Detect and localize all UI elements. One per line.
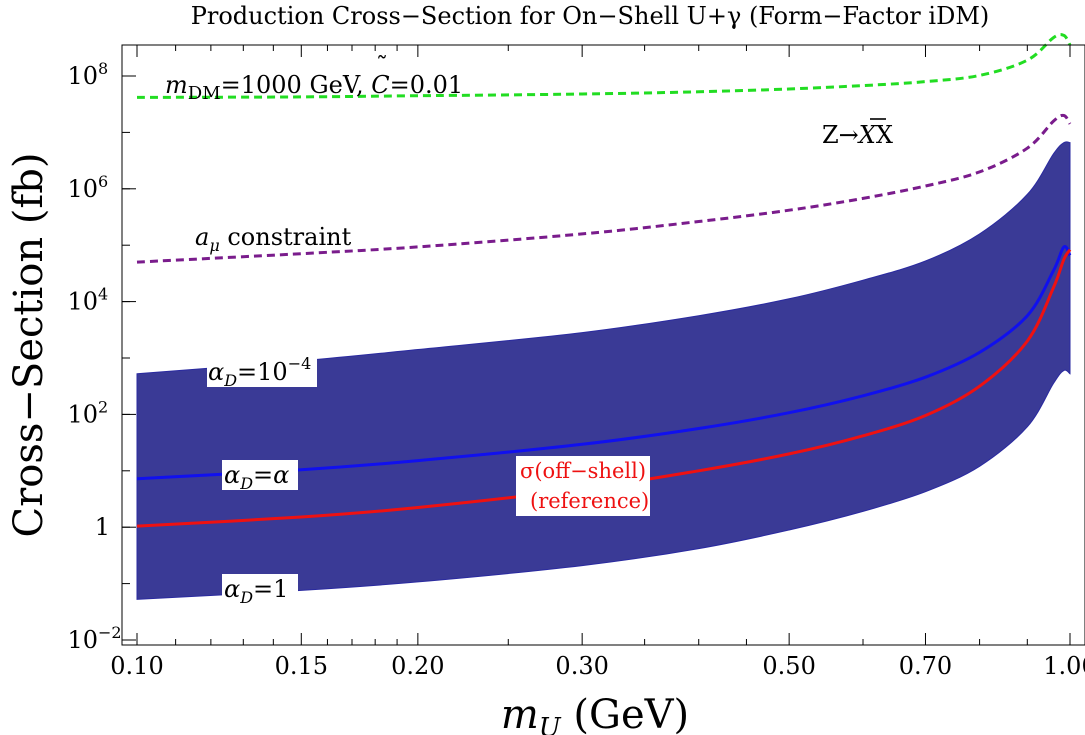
plot-frame <box>121 44 1085 646</box>
y-tick-exponent-4: 6 <box>98 172 108 191</box>
alpha-one-annotation: αD=1 <box>224 575 288 607</box>
plot-border <box>121 44 1085 646</box>
x-tick-label-5: 0.70 <box>899 652 952 680</box>
alpha-d-band <box>136 141 1071 600</box>
c-tilde-mark: ˜ <box>376 52 388 80</box>
x-axis-sub: U <box>539 713 562 735</box>
x-axis-unit: (GeV) <box>561 692 689 735</box>
x-tick-label-0: 0.10 <box>110 652 163 680</box>
series-line-3 <box>136 248 1072 528</box>
y-tick-label-5: 10 <box>67 62 98 90</box>
y-axis-title: Cross−Section (fb) <box>6 153 52 538</box>
alpha-min-label-box <box>207 357 317 387</box>
z-annotation: Z→XX <box>822 121 893 149</box>
y-tick-label-2: 10 <box>67 400 98 428</box>
series-line-2 <box>136 244 1072 481</box>
x-tick-label-4: 0.50 <box>762 652 815 680</box>
series-line-0 <box>136 32 1072 99</box>
series-layer <box>136 32 1072 528</box>
alpha-alpha-annotation: αD=α <box>224 461 289 493</box>
y-tick-exponent-5: 8 <box>98 59 108 78</box>
alpha-alpha-label-box <box>222 460 298 490</box>
y-tick-exponent-0: −2 <box>98 623 122 642</box>
x-tick-label-1: 0.15 <box>275 652 328 680</box>
y-tick-label-4: 10 <box>67 175 98 203</box>
y-tick-exponent-2: 2 <box>98 397 108 416</box>
x-axis-var: m <box>501 692 539 735</box>
series-line-1 <box>136 113 1072 264</box>
x-axis-title: mU (GeV) <box>501 692 689 735</box>
mass-annotation: mDM=1000 GeV, C=0.01 <box>165 71 463 104</box>
y-tick-label-0: 10 <box>67 626 98 654</box>
x-tick-label-3: 0.30 <box>555 652 608 680</box>
x-tick-label-2: 0.20 <box>391 652 444 680</box>
y-tick-label-3: 10 <box>67 288 98 316</box>
band-layer <box>136 141 1071 600</box>
y-tick-label-1: 1 <box>95 513 110 541</box>
alpha-one-label-box <box>222 574 298 604</box>
y-tick-exponent-3: 4 <box>98 285 108 304</box>
chart-title: Production Cross−Section for On−Shell U+… <box>191 2 990 30</box>
x-axis-ticks: 0.10 0.15 0.20 0.30 0.50 0.70 1.00 <box>110 45 1085 680</box>
offshell-annotation-line2: (reference) <box>530 489 649 513</box>
offshell-annotation-line1: σ(off−shell) <box>520 459 646 483</box>
alpha-min-annotation: αD=10−4 <box>208 354 311 390</box>
x-tick-label-6: 1.00 <box>1043 652 1085 680</box>
amu-annotation: aμ constraint <box>195 223 352 255</box>
offshell-label-box <box>516 456 650 516</box>
